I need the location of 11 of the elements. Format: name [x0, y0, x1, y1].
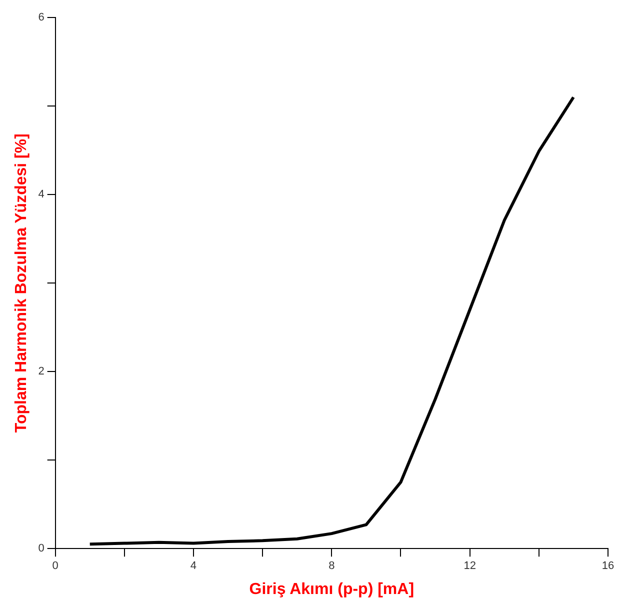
y-tick-label: 2 — [38, 366, 44, 378]
y-tick-label: 0 — [38, 542, 44, 555]
x-tick-label: 4 — [190, 560, 197, 572]
y-axis-title: Toplam Harmonik Bozulma Yüzdesi [%] — [13, 134, 30, 433]
x-tick-label: 0 — [52, 560, 58, 572]
x-tick-label: 16 — [602, 560, 614, 572]
x-axis-title: Giriş Akımı (p-p) [mA] — [249, 580, 414, 598]
x-tick-label: 12 — [464, 560, 476, 572]
y-tick-label: 4 — [38, 188, 44, 201]
x-tick-label: 8 — [328, 560, 335, 572]
y-tick-label: 6 — [38, 12, 44, 24]
